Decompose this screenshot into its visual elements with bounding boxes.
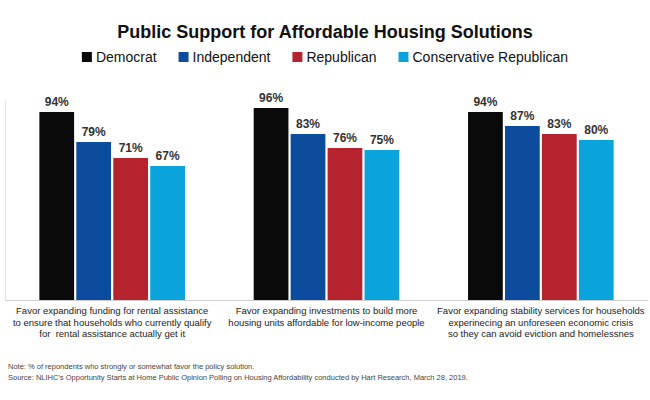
legend: Democrat Independent Republican Conservativ… [82,49,568,65]
bar [328,148,363,300]
annotation: Note: % of repondents who strongly or so… [8,362,254,371]
legend-item: Conservative Republican [398,49,568,65]
bars [39,108,613,300]
data-label: 94% [45,95,69,109]
bar [579,140,614,300]
legend-swatch [82,52,92,62]
x-axis [6,300,649,301]
data-label: 83% [547,117,571,131]
chart-svg: Public Support for Affordable Housing So… [0,0,650,400]
legend-label: Conservative Republican [412,49,568,65]
legend-label: Democrat [96,49,157,65]
bar [365,150,400,300]
data-label: 79% [82,125,106,139]
bar [542,134,577,300]
legend-item: Independent [179,49,271,65]
title: Public Support for Affordable Housing So… [117,22,532,42]
category-label: Favor expanding funding for rental assis… [13,305,212,339]
legend-item: Democrat [82,49,157,65]
data-label: 87% [510,109,534,123]
data-label: 83% [296,117,320,131]
legend-swatch [292,52,302,62]
legend-label: Independent [193,49,271,65]
data-label: 94% [473,95,497,109]
category-label: Favor expanding stability services for h… [437,305,645,339]
data-label: 67% [156,149,180,163]
y-axis-line [5,101,6,301]
background [0,0,650,400]
data-label: 75% [370,133,394,147]
bar [150,166,185,300]
legend-item: Republican [292,49,376,65]
bar [468,112,503,300]
legend-swatch [398,52,408,62]
bar [505,126,540,300]
data-label: 71% [119,141,143,155]
legend-swatch [179,52,189,62]
data-label: 76% [333,131,357,145]
bar [113,158,148,300]
bar [254,108,289,300]
bar [291,134,326,300]
x-axis-line [6,300,649,301]
category-label: Favor expanding investments to build mor… [228,305,424,328]
data-label: 80% [584,123,608,137]
data-labels: 94% 96% 94% 79% 83% 87% 71% 76% 83% 67% 75% 80% [45,91,609,163]
legend-label: Republican [306,49,376,65]
annotation: Source: NLIHC's Opportunity Starts at Ho… [8,373,468,382]
data-label: 96% [259,91,283,105]
bar [39,112,74,300]
bar [76,142,111,300]
y-axis [5,101,6,301]
